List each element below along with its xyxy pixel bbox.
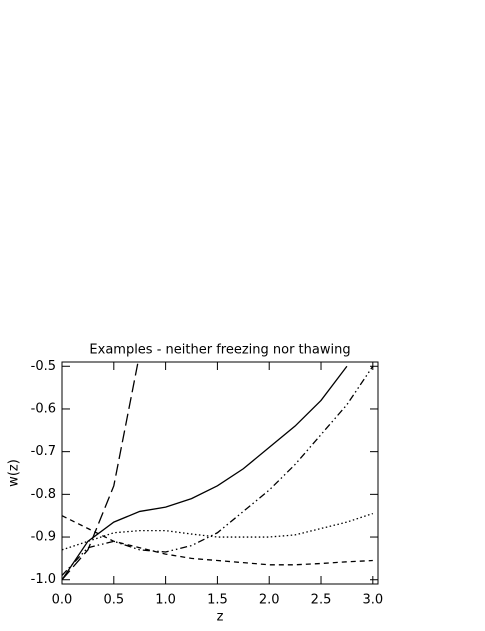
y-tick-label: -0.5 bbox=[31, 359, 56, 374]
x-tick-label: 0.5 bbox=[103, 593, 124, 608]
data-line bbox=[62, 362, 139, 581]
y-tick-label: -0.7 bbox=[31, 444, 56, 459]
data-line bbox=[62, 515, 373, 566]
x-tick-label: 1.5 bbox=[207, 593, 228, 608]
y-tick-label: -0.9 bbox=[31, 530, 56, 545]
y-tick-label: -0.6 bbox=[31, 401, 56, 416]
y-tick-label: -0.8 bbox=[31, 487, 56, 502]
x-tick-label: 3.0 bbox=[362, 593, 383, 608]
y-axis-label: w(z) bbox=[7, 459, 22, 487]
x-axis-label: z bbox=[217, 610, 224, 625]
data-line bbox=[62, 512, 374, 551]
data-line bbox=[62, 365, 374, 576]
y-tick-label: -1.0 bbox=[31, 572, 56, 587]
data-line bbox=[62, 365, 348, 581]
x-tick-label: 2.0 bbox=[259, 593, 280, 608]
plot-frame bbox=[61, 361, 379, 585]
chart-title: Examples - neither freezing nor thawing bbox=[89, 343, 350, 358]
x-tick-label: 1.0 bbox=[155, 593, 176, 608]
x-tick-label: 0.0 bbox=[52, 593, 73, 608]
x-tick-label: 2.5 bbox=[311, 593, 332, 608]
